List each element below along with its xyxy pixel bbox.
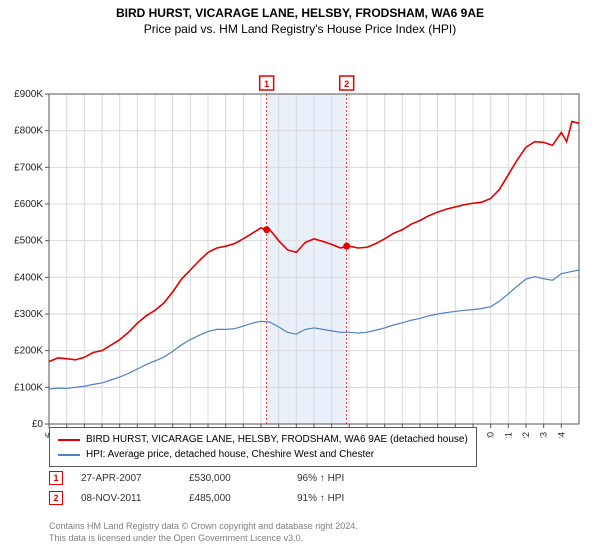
chart-container: BIRD HURST, VICARAGE LANE, HELSBY, FRODS…	[0, 0, 600, 560]
chart-title: BIRD HURST, VICARAGE LANE, HELSBY, FRODS…	[0, 6, 600, 20]
footer-attribution: Contains HM Land Registry data © Crown c…	[49, 520, 358, 544]
svg-text:£200K: £200K	[14, 346, 43, 357]
sale-row: 1 27-APR-2007 £530,000 96% ↑ HPI	[49, 471, 344, 485]
footer-line-1: Contains HM Land Registry data © Crown c…	[49, 520, 358, 532]
svg-text:£400K: £400K	[14, 272, 43, 283]
legend-item: BIRD HURST, VICARAGE LANE, HELSBY, FRODS…	[58, 432, 468, 447]
title-block: BIRD HURST, VICARAGE LANE, HELSBY, FRODS…	[0, 0, 600, 38]
sale-marker-icon: 1	[49, 471, 63, 485]
svg-text:1: 1	[264, 79, 269, 89]
svg-text:£800K: £800K	[14, 126, 43, 137]
sale-hpi-pct: 91% ↑ HPI	[297, 493, 344, 504]
svg-text:2021: 2021	[503, 432, 513, 438]
svg-text:2022: 2022	[521, 432, 531, 438]
sale-hpi-pct: 96% ↑ HPI	[297, 473, 344, 484]
sale-price: £485,000	[189, 493, 279, 504]
svg-text:£500K: £500K	[14, 236, 43, 247]
chart-area: £0 £100K £200K £300K £400K £500K £600K £700K £80…	[0, 38, 600, 438]
svg-text:2: 2	[344, 79, 349, 89]
legend-swatch	[58, 439, 80, 441]
legend-swatch	[58, 454, 80, 456]
svg-text:2023: 2023	[539, 432, 549, 438]
legend-item: HPI: Average price, detached house, Ches…	[58, 447, 468, 462]
sale-date: 08-NOV-2011	[81, 493, 171, 504]
chart-subtitle: Price paid vs. HM Land Registry's House …	[0, 22, 600, 36]
legend-label: HPI: Average price, detached house, Ches…	[86, 447, 374, 462]
sale-marker-icon: 2	[49, 491, 63, 505]
sale-price: £530,000	[189, 473, 279, 484]
footer-line-2: This data is licensed under the Open Gov…	[49, 532, 358, 544]
svg-text:£300K: £300K	[14, 309, 43, 320]
svg-text:£900K: £900K	[14, 89, 43, 100]
sale-events: 1 27-APR-2007 £530,000 96% ↑ HPI 2 08-NOV-201…	[49, 471, 344, 511]
legend: BIRD HURST, VICARAGE LANE, HELSBY, FRODS…	[49, 427, 477, 467]
svg-text:£600K: £600K	[14, 199, 43, 210]
svg-text:£0: £0	[32, 419, 44, 430]
line-chart: £0 £100K £200K £300K £400K £500K £600K £700K £80…	[0, 38, 600, 438]
legend-label: BIRD HURST, VICARAGE LANE, HELSBY, FRODS…	[86, 432, 468, 447]
sale-date: 27-APR-2007	[81, 473, 171, 484]
svg-text:2024: 2024	[556, 432, 566, 438]
svg-text:2020: 2020	[486, 432, 496, 438]
sale-row: 2 08-NOV-2011 £485,000 91% ↑ HPI	[49, 491, 344, 505]
svg-text:£700K: £700K	[14, 162, 43, 173]
svg-text:£100K: £100K	[14, 382, 43, 393]
